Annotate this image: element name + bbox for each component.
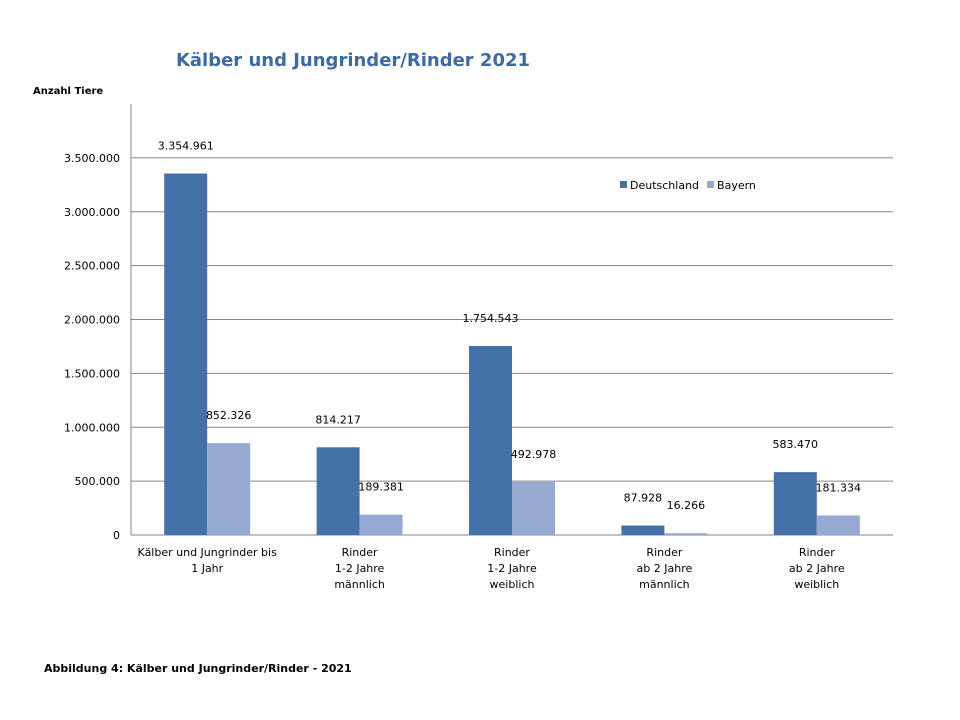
- x-tick-label: Kälber und Jungrinder bis: [138, 546, 278, 559]
- x-tick-label: Rinder: [342, 546, 378, 559]
- legend-swatch: [707, 181, 715, 188]
- bar-bayern: [512, 481, 555, 535]
- y-tick-label: 500.000: [75, 475, 121, 488]
- y-axis-label: Anzahl Tiere: [33, 86, 104, 97]
- y-tick-label: 3.500.000: [64, 152, 120, 165]
- figure-caption: Abbildung 4: Kälber und Jungrinder/Rinde…: [44, 662, 352, 675]
- bar-deutschland: [469, 345, 512, 535]
- x-tick-label: Rinder: [646, 546, 682, 559]
- x-tick-label: 1 Jahr: [191, 562, 223, 575]
- y-tick-label: 0: [113, 529, 120, 542]
- data-label: 492.978: [511, 448, 557, 461]
- bar-deutschland: [164, 173, 208, 536]
- legend-label: Bayern: [717, 179, 756, 192]
- x-tick-label: 1-2 Jahre: [487, 562, 537, 575]
- bar-bayern: [207, 443, 251, 535]
- data-label: 1.754.543: [463, 312, 519, 325]
- data-label: 583.470: [773, 438, 819, 451]
- x-tick-label: Rinder: [799, 546, 835, 559]
- y-tick-label: 2.000.000: [64, 314, 120, 327]
- y-tick-label: 3.000.000: [64, 206, 120, 219]
- data-label: 87.928: [624, 492, 663, 505]
- legend-label: Deutschland: [630, 179, 699, 192]
- data-label: 3.354.961: [158, 140, 214, 153]
- x-tick-label: ab 2 Jahre: [789, 562, 845, 575]
- chart-title: Kälber und Jungrinder/Rinder 2021: [175, 50, 531, 71]
- x-tick-label: männlich: [639, 578, 690, 591]
- y-tick-label: 2.500.000: [64, 260, 120, 273]
- x-tick-label: Rinder: [494, 546, 530, 559]
- x-tick-label: weiblich: [794, 578, 839, 591]
- bar-deutschland: [621, 525, 665, 535]
- bar-deutschland: [773, 472, 817, 535]
- x-tick-label: weiblich: [490, 578, 535, 591]
- y-tick-label: 1.000.000: [64, 421, 120, 434]
- legend-swatch: [620, 181, 627, 188]
- x-tick-label: ab 2 Jahre: [637, 562, 693, 575]
- data-label: 16.266: [667, 499, 706, 512]
- data-label: 189.381: [358, 481, 404, 494]
- y-tick-label: 1.500.000: [64, 367, 120, 380]
- bar-bayern: [664, 533, 708, 535]
- bar-bayern: [359, 514, 403, 535]
- bar-deutschland: [316, 447, 360, 535]
- data-label: 814.217: [315, 413, 361, 426]
- x-tick-label: 1-2 Jahre: [335, 562, 385, 575]
- data-label: 852.326: [206, 409, 252, 422]
- data-label: 181.334: [816, 481, 862, 494]
- bar-bayern: [816, 515, 860, 535]
- x-tick-label: männlich: [334, 578, 385, 591]
